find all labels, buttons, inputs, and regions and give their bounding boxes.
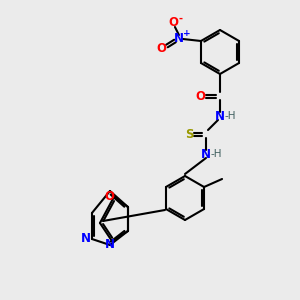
Text: O: O xyxy=(168,16,178,29)
Text: +: + xyxy=(183,28,191,38)
Text: -H: -H xyxy=(210,149,222,159)
Text: O: O xyxy=(156,43,166,56)
Text: N: N xyxy=(174,32,184,46)
Text: N: N xyxy=(215,110,225,122)
Text: -H: -H xyxy=(224,111,236,121)
Text: O: O xyxy=(104,190,114,203)
Text: N: N xyxy=(105,238,115,250)
Text: N: N xyxy=(201,148,211,160)
Text: N: N xyxy=(81,232,91,245)
Text: -: - xyxy=(179,14,183,24)
Text: S: S xyxy=(185,128,193,140)
Text: O: O xyxy=(195,89,205,103)
